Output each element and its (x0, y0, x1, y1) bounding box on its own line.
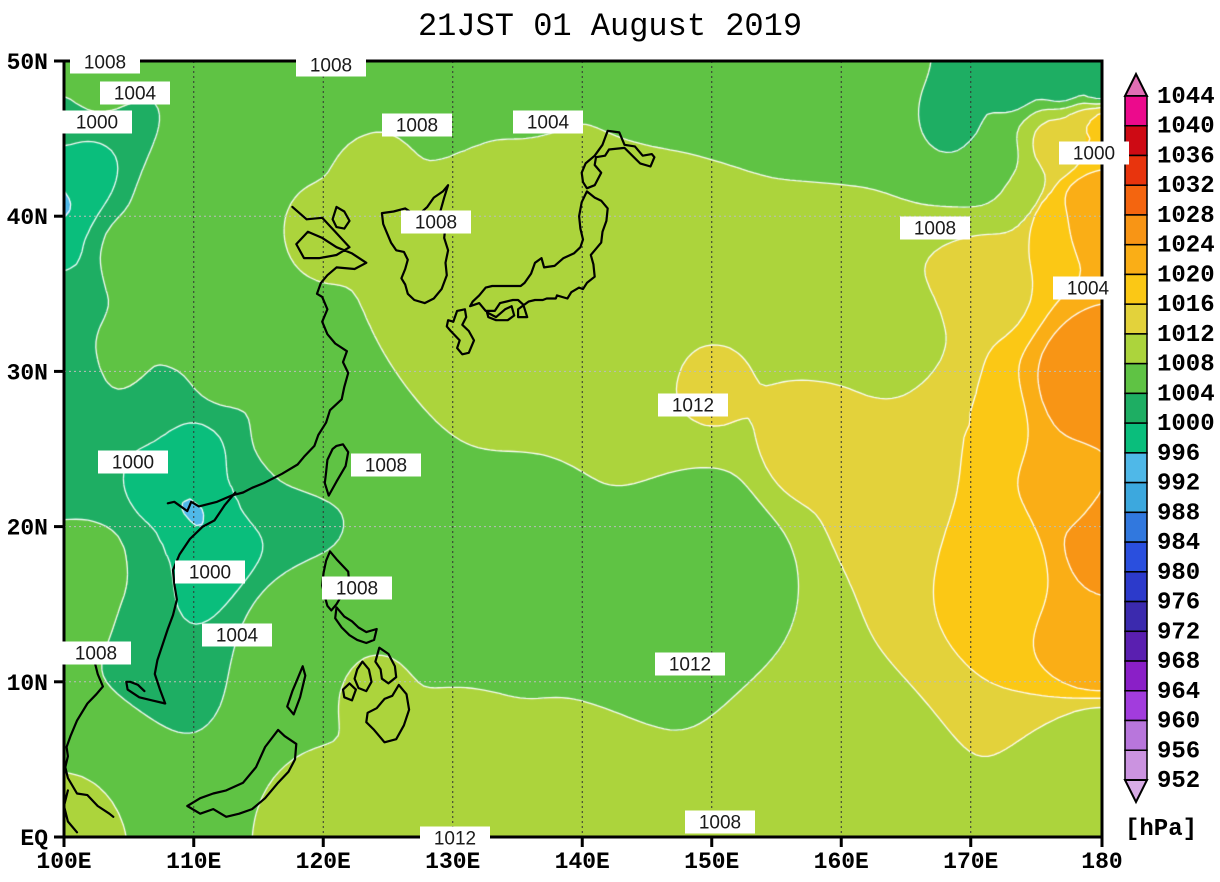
svg-text:1004: 1004 (1067, 279, 1110, 300)
svg-text:1012: 1012 (672, 396, 714, 417)
svg-text:980: 980 (1157, 560, 1200, 587)
svg-text:992: 992 (1157, 471, 1200, 498)
svg-text:1008: 1008 (914, 219, 956, 240)
svg-text:150E: 150E (684, 849, 739, 875)
svg-text:120E: 120E (296, 849, 351, 875)
svg-text:30N: 30N (7, 360, 48, 386)
svg-text:1008: 1008 (396, 116, 438, 137)
svg-text:968: 968 (1157, 649, 1200, 676)
svg-text:1008: 1008 (84, 53, 126, 74)
svg-text:140E: 140E (555, 849, 610, 875)
svg-text:1012: 1012 (1157, 322, 1215, 349)
svg-text:1036: 1036 (1157, 143, 1215, 170)
svg-text:1004: 1004 (114, 84, 157, 105)
svg-text:40N: 40N (7, 205, 48, 231)
svg-text:160E: 160E (814, 849, 869, 875)
svg-text:1004: 1004 (216, 626, 259, 647)
svg-text:170E: 170E (943, 849, 998, 875)
svg-text:976: 976 (1157, 590, 1200, 617)
svg-text:1000: 1000 (112, 453, 154, 474)
svg-text:1012: 1012 (669, 655, 711, 676)
svg-text:1000: 1000 (189, 563, 231, 584)
svg-text:1012: 1012 (434, 829, 476, 850)
svg-text:1016: 1016 (1157, 292, 1215, 319)
svg-text:1000: 1000 (1157, 411, 1215, 438)
svg-text:1004: 1004 (1157, 381, 1215, 408)
svg-text:1032: 1032 (1157, 173, 1215, 200)
svg-text:1008: 1008 (75, 644, 117, 665)
svg-text:100E: 100E (36, 849, 91, 875)
svg-text:1000: 1000 (1073, 144, 1115, 165)
svg-text:1024: 1024 (1157, 233, 1215, 260)
svg-text:996: 996 (1157, 441, 1200, 468)
svg-text:1004: 1004 (527, 113, 570, 134)
svg-text:1040: 1040 (1157, 114, 1215, 141)
svg-text:964: 964 (1157, 679, 1200, 706)
svg-text:1000: 1000 (76, 113, 118, 134)
svg-text:1008: 1008 (336, 579, 378, 600)
svg-text:972: 972 (1157, 619, 1200, 646)
svg-text:1008: 1008 (1157, 352, 1215, 379)
svg-text:984: 984 (1157, 530, 1200, 557)
svg-text:130E: 130E (425, 849, 480, 875)
svg-text:1008: 1008 (310, 56, 352, 77)
svg-text:[hPa]: [hPa] (1125, 816, 1197, 843)
svg-text:50N: 50N (7, 50, 48, 76)
svg-text:1020: 1020 (1157, 262, 1215, 289)
svg-text:1008: 1008 (415, 213, 457, 234)
svg-text:1008: 1008 (699, 813, 741, 834)
svg-text:110E: 110E (166, 849, 221, 875)
svg-text:180: 180 (1081, 849, 1122, 875)
svg-text:952: 952 (1157, 768, 1200, 795)
svg-text:21JST 01 August 2019: 21JST 01 August 2019 (418, 8, 802, 45)
svg-text:1044: 1044 (1157, 84, 1215, 111)
svg-text:956: 956 (1157, 738, 1200, 765)
svg-text:988: 988 (1157, 500, 1200, 527)
svg-text:960: 960 (1157, 709, 1200, 736)
svg-text:10N: 10N (7, 671, 48, 697)
svg-text:1008: 1008 (365, 456, 407, 477)
svg-text:20N: 20N (7, 516, 48, 542)
svg-text:1028: 1028 (1157, 203, 1215, 230)
